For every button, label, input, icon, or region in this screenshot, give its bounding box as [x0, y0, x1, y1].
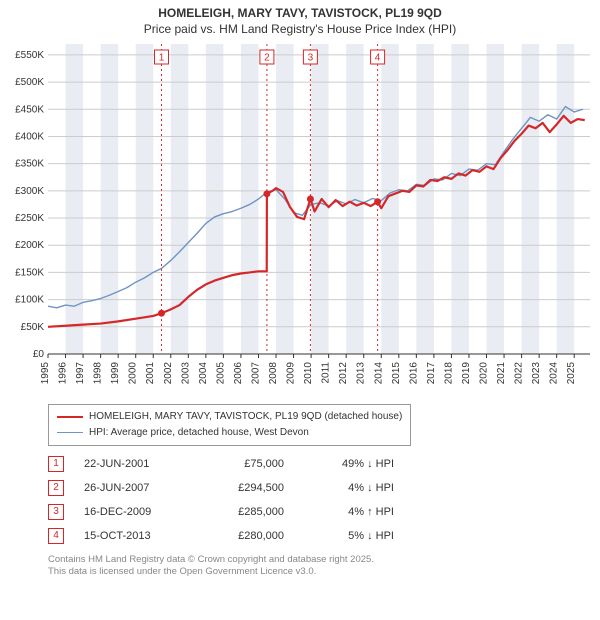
legend-item: HOMELEIGH, MARY TAVY, TAVISTOCK, PL19 9Q… — [57, 409, 402, 425]
x-tick-label: 2011 — [321, 361, 332, 383]
event-number-box: 1 — [48, 456, 64, 472]
x-tick-label: 2010 — [303, 361, 314, 384]
event-delta: 4% ↑ HPI — [304, 506, 394, 518]
event-price: £280,000 — [204, 530, 284, 542]
event-number-box: 4 — [48, 528, 64, 544]
x-tick-label: 2000 — [128, 361, 139, 384]
x-tick-label: 2022 — [514, 361, 525, 384]
x-tick-label: 2009 — [286, 361, 297, 384]
event-number-box: 2 — [48, 480, 64, 496]
x-tick-label: 2021 — [496, 361, 507, 384]
events-table: 1 22-JUN-2001 £75,000 49% ↓ HPI 2 26-JUN-2007… — [48, 452, 590, 548]
y-tick-label: £250K — [15, 213, 44, 224]
x-tick-label: 2019 — [461, 361, 472, 384]
y-tick-label: £500K — [15, 77, 44, 88]
event-delta: 5% ↓ HPI — [304, 530, 394, 542]
x-tick-label: 2024 — [549, 361, 560, 384]
chart-title-line2: Price paid vs. HM Land Registry's House … — [0, 22, 600, 40]
legend-item: HPI: Average price, detached house, West… — [57, 425, 402, 441]
footer-line2: This data is licensed under the Open Gov… — [48, 566, 590, 578]
event-price: £285,000 — [204, 506, 284, 518]
event-marker-label: 2 — [264, 52, 270, 63]
x-tick-label: 2002 — [163, 361, 174, 384]
event-marker-label: 1 — [159, 52, 165, 63]
x-tick-label: 2013 — [356, 361, 367, 384]
x-tick-label: 1995 — [40, 361, 51, 384]
y-tick-label: £0 — [33, 349, 45, 360]
legend: HOMELEIGH, MARY TAVY, TAVISTOCK, PL19 9Q… — [48, 404, 411, 446]
x-tick-label: 1997 — [75, 361, 86, 384]
y-tick-label: £300K — [15, 185, 44, 196]
x-tick-label: 2014 — [373, 361, 384, 384]
x-tick-label: 2012 — [338, 361, 349, 384]
y-tick-label: £200K — [15, 240, 44, 251]
y-tick-label: £350K — [15, 158, 44, 169]
x-tick-label: 2001 — [145, 361, 156, 384]
x-tick-label: 2003 — [180, 361, 191, 384]
x-tick-label: 2008 — [268, 361, 279, 384]
y-tick-label: £50K — [21, 321, 45, 332]
y-tick-label: £100K — [15, 294, 44, 305]
x-tick-label: 2023 — [531, 361, 542, 384]
event-number-box: 3 — [48, 504, 64, 520]
footer-line1: Contains HM Land Registry data © Crown c… — [48, 554, 590, 566]
x-tick-label: 2006 — [233, 361, 244, 384]
event-date: 15-OCT-2013 — [84, 530, 184, 542]
event-marker-label: 3 — [308, 52, 314, 63]
x-tick-label: 1999 — [110, 361, 121, 384]
event-marker-label: 4 — [375, 52, 381, 63]
event-row: 3 16-DEC-2009 £285,000 4% ↑ HPI — [48, 500, 590, 524]
event-price: £294,500 — [204, 482, 284, 494]
event-row: 4 15-OCT-2013 £280,000 5% ↓ HPI — [48, 524, 590, 548]
chart-title-line1: HOMELEIGH, MARY TAVY, TAVISTOCK, PL19 9Q… — [0, 0, 600, 22]
legend-swatch — [57, 432, 83, 433]
x-tick-label: 2015 — [391, 361, 402, 384]
x-tick-label: 2018 — [443, 361, 454, 384]
y-tick-label: £400K — [15, 131, 44, 142]
event-price: £75,000 — [204, 458, 284, 470]
y-tick-label: £550K — [15, 49, 44, 60]
x-tick-label: 2007 — [250, 361, 261, 384]
x-tick-label: 2016 — [408, 361, 419, 384]
event-date: 22-JUN-2001 — [84, 458, 184, 470]
x-tick-label: 1996 — [58, 361, 69, 384]
event-date: 26-JUN-2007 — [84, 482, 184, 494]
event-row: 1 22-JUN-2001 £75,000 49% ↓ HPI — [48, 452, 590, 476]
x-tick-label: 2005 — [215, 361, 226, 384]
event-row: 2 26-JUN-2007 £294,500 4% ↓ HPI — [48, 476, 590, 500]
legend-label: HOMELEIGH, MARY TAVY, TAVISTOCK, PL19 9Q… — [89, 409, 402, 425]
legend-label: HPI: Average price, detached house, West… — [89, 425, 309, 441]
x-tick-label: 2025 — [566, 361, 577, 384]
chart-area: £0 £50K £100K £150K £200K £250K £300K £350K £400… — [0, 40, 600, 400]
x-tick-label: 2020 — [479, 361, 490, 384]
event-delta: 4% ↓ HPI — [304, 482, 394, 494]
event-date: 16-DEC-2009 — [84, 506, 184, 518]
footer-attribution: Contains HM Land Registry data © Crown c… — [48, 554, 590, 579]
event-delta: 49% ↓ HPI — [304, 458, 394, 470]
line-chart-svg: £0 £50K £100K £150K £200K £250K £300K £350K £400… — [0, 40, 600, 400]
y-tick-label: £150K — [15, 267, 44, 278]
x-tick-label: 1998 — [93, 361, 104, 384]
y-tick-label: £450K — [15, 104, 44, 115]
x-tick-label: 2004 — [198, 361, 209, 384]
legend-swatch — [57, 416, 83, 418]
x-tick-label: 2017 — [426, 361, 437, 384]
